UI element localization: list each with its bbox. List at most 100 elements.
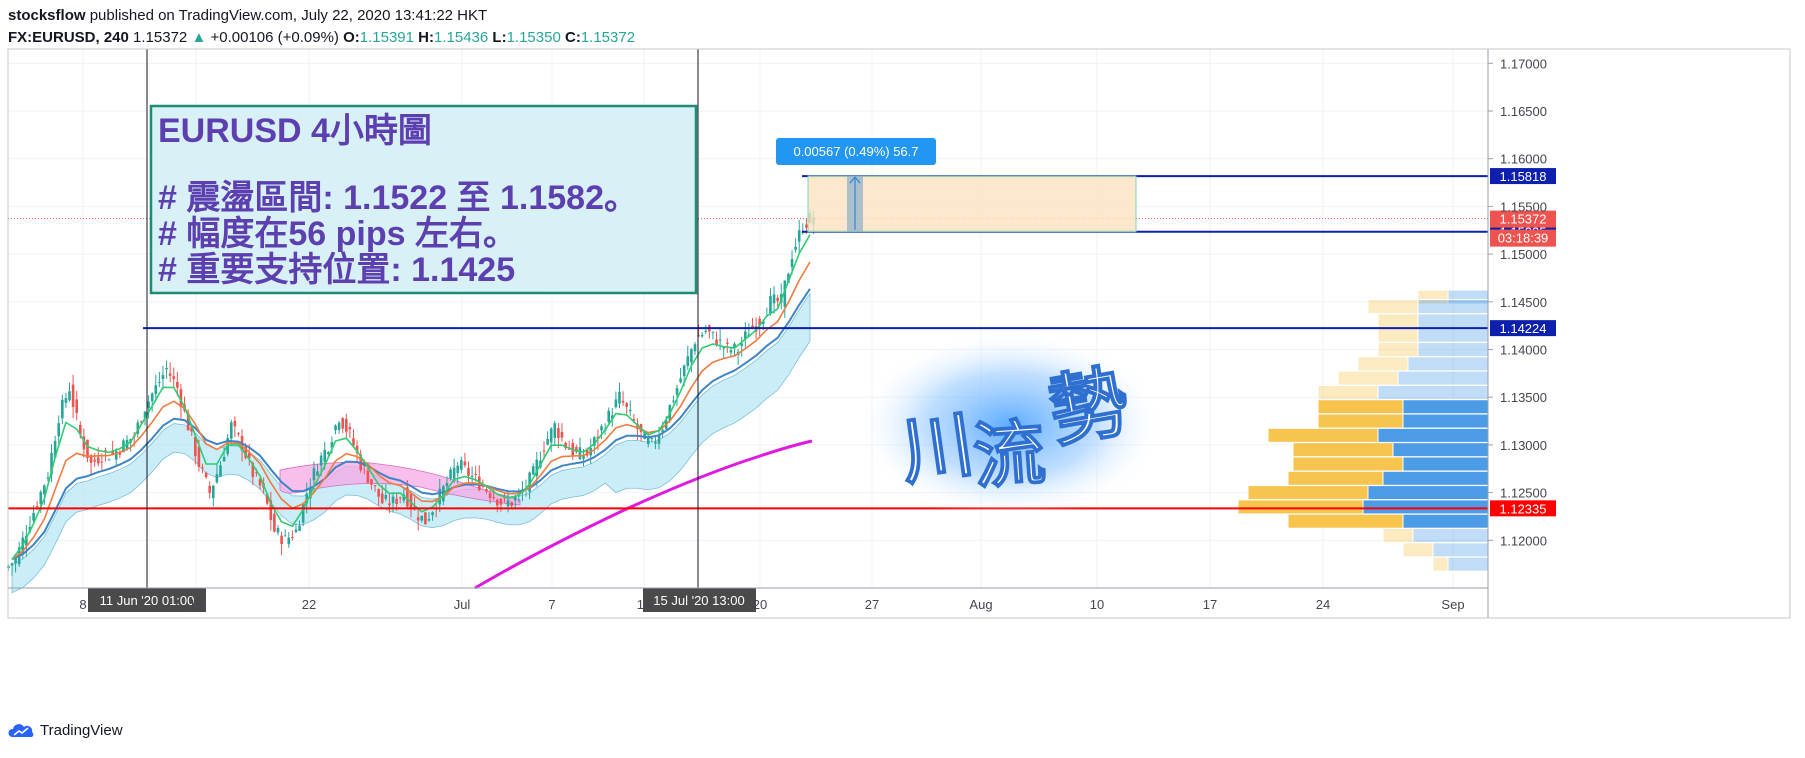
candle-body	[377, 488, 380, 497]
candle-body	[384, 495, 388, 499]
high-label: H:	[418, 29, 434, 46]
candle-body	[118, 452, 122, 455]
x-tick-label: 15	[189, 597, 203, 612]
candle-body	[147, 401, 150, 409]
candle-body	[485, 489, 488, 492]
price-tag	[1490, 210, 1556, 228]
volume-bar-blue	[1367, 485, 1489, 501]
volume-bar-orange	[1292, 456, 1404, 472]
price-tag-label: 03:18:39	[1498, 231, 1549, 246]
open-value: 1.15391	[359, 29, 414, 46]
candle-body	[150, 393, 154, 402]
candle-body	[176, 381, 179, 388]
volume-bar-blue	[1382, 470, 1489, 486]
candle-body	[190, 425, 194, 432]
candle-body	[143, 411, 147, 419]
candle-body	[794, 246, 797, 250]
candle-body	[456, 465, 460, 474]
candle-body	[582, 455, 585, 459]
ema-mid-line	[11, 261, 811, 561]
candle-body	[596, 436, 600, 439]
candle-body	[370, 479, 373, 485]
candle-body	[790, 259, 794, 267]
candle-body	[783, 280, 787, 308]
volume-bar-orange	[1377, 327, 1419, 343]
volume-bar-blue	[1417, 327, 1489, 343]
candle-body	[89, 455, 93, 463]
candle-body	[718, 339, 722, 341]
candle-body	[693, 344, 697, 352]
candle-body	[722, 347, 726, 349]
candle-body	[312, 468, 316, 481]
watermark-char: 川	[896, 401, 979, 495]
candle-body	[251, 463, 255, 477]
candle-body	[179, 389, 183, 408]
x-tick-label: 8	[79, 597, 86, 612]
candle-body	[797, 230, 801, 242]
candle-body	[86, 439, 89, 459]
volume-bar-orange	[1377, 313, 1419, 329]
volume-bar-blue	[1402, 399, 1489, 415]
candle-body	[50, 452, 53, 475]
candle-body	[445, 482, 449, 487]
candle-body	[35, 506, 39, 508]
ema-slow-line	[11, 288, 811, 561]
candle-body	[542, 450, 546, 452]
candle-body	[398, 497, 402, 499]
x-tick-label: 7	[548, 597, 555, 612]
candle-body	[330, 442, 334, 448]
candle-body	[585, 449, 589, 456]
candle-body	[96, 457, 100, 464]
candle-body	[219, 465, 222, 477]
candle-body	[675, 388, 679, 395]
crosshair-date-box	[88, 588, 206, 612]
candle-body	[287, 537, 291, 545]
level-tag-label: 1.12335	[1500, 501, 1547, 516]
candle-body	[158, 381, 161, 383]
x-tick-label: Aug	[969, 597, 992, 612]
candle-body	[621, 400, 625, 403]
candle-body	[690, 349, 693, 363]
candle-body	[528, 472, 531, 492]
x-tick-label: 17	[1203, 597, 1217, 612]
volume-bar-orange	[1357, 356, 1409, 372]
candle-body	[535, 459, 539, 477]
y-tick-label: 1.12000	[1500, 533, 1547, 548]
tradingview-logo[interactable]: TradingView	[8, 722, 123, 739]
volume-bar-orange	[1287, 470, 1384, 486]
candle-body	[334, 425, 337, 431]
candle-body	[107, 459, 111, 461]
candle-body	[294, 529, 298, 533]
candle-body	[283, 535, 287, 537]
publish-info: published on TradingView.com, July 22, 2…	[89, 7, 488, 24]
candle-body	[61, 399, 64, 419]
volume-bar-orange	[1402, 542, 1434, 558]
annotation-line-1: # 震盪區間: 1.1522 至 1.1582。	[158, 179, 638, 217]
candle-body	[327, 452, 330, 455]
watermark-char: 勢	[1042, 356, 1135, 459]
candle-body	[492, 497, 495, 499]
candle-body	[323, 449, 327, 462]
volume-bar-orange	[1292, 442, 1394, 458]
candle-body	[424, 512, 427, 525]
candle-body	[211, 485, 215, 499]
low-value: 1.15350	[506, 29, 561, 46]
candle-body	[463, 461, 467, 466]
y-tick-label: 1.14000	[1500, 343, 1547, 358]
candle-body	[391, 496, 395, 504]
annotation-line-2: # 幅度在56 pips 左右。	[158, 215, 517, 253]
candle-body	[546, 438, 549, 445]
author-name[interactable]: stocksflow	[8, 7, 86, 24]
candle-body	[758, 318, 761, 326]
volume-bar-orange	[1317, 399, 1404, 415]
symbol-label[interactable]: FX:EURUSD, 240	[8, 29, 129, 46]
candle-body	[32, 512, 35, 521]
volume-bar-orange	[1237, 499, 1364, 515]
annotation-box	[149, 104, 698, 295]
level-tag-label: 1.15818	[1500, 169, 1547, 184]
x-tick-label: 24	[1316, 597, 1330, 612]
candle-body	[39, 491, 43, 505]
volume-bar-orange	[1247, 485, 1369, 501]
candle-body	[197, 446, 201, 467]
